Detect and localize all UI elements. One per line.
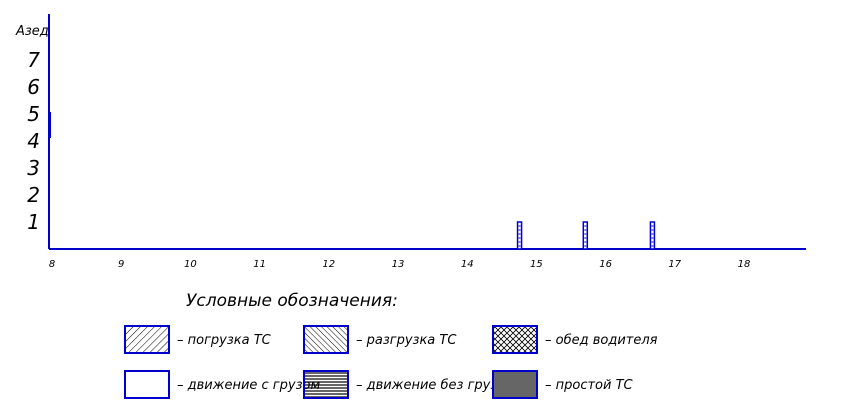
x-tick-label: 17 (668, 259, 681, 270)
legend-swatch (303, 325, 349, 354)
y-tick-label: 5 (27, 102, 40, 126)
legend-label: – движение без груза (356, 378, 505, 393)
y-tick-labels: 1 2 3 4 5 6 7 (27, 48, 40, 234)
y-axis-title: Aзед (15, 24, 49, 39)
y-tick-label: 6 (27, 75, 40, 99)
legend-label: – простой ТС (545, 378, 634, 393)
x-tick-label: 10 (184, 259, 197, 270)
legend-label: – движение с грузом (177, 378, 320, 393)
legend-swatch (124, 325, 170, 354)
x-tick-label: 12 (322, 259, 335, 270)
legend: – погрузка ТС – разгрузка ТС – обед водите… (124, 325, 658, 399)
legend-swatch (492, 325, 538, 354)
y-tick-label: 4 (27, 129, 40, 153)
legend-label: – погрузка ТС (177, 333, 272, 348)
y-tick-label: 2 (27, 183, 40, 207)
x-tick-label: 16 (599, 259, 612, 270)
x-tick-labels: 8 9 10 11 12 13 14 15 16 17 18 (49, 259, 751, 270)
x-tick-label: 8 (49, 259, 55, 270)
legend-swatch (124, 370, 170, 399)
x-tick-label: 13 (392, 259, 405, 270)
x-tick-label: 9 (118, 259, 124, 270)
y-tick-label: 7 (27, 48, 40, 72)
x-tick-label: 18 (738, 259, 751, 270)
chart-bars (516, 221, 656, 250)
legend-swatch (303, 370, 349, 399)
legend-title: Условные обозначения: (186, 291, 398, 311)
x-tick-label: 11 (253, 259, 266, 270)
x-tick-label: 14 (461, 259, 474, 270)
y-tick-label: 3 (27, 156, 40, 180)
bar (582, 221, 589, 250)
plot-axes (48, 14, 806, 250)
y-tick-label: 1 (27, 210, 40, 234)
x-tick-label: 15 (530, 259, 543, 270)
legend-label: – обед водителя (545, 333, 658, 348)
legend-swatch (492, 370, 538, 399)
bar (516, 221, 523, 250)
bar (649, 221, 656, 250)
legend-label: – разгрузка ТС (356, 333, 457, 348)
